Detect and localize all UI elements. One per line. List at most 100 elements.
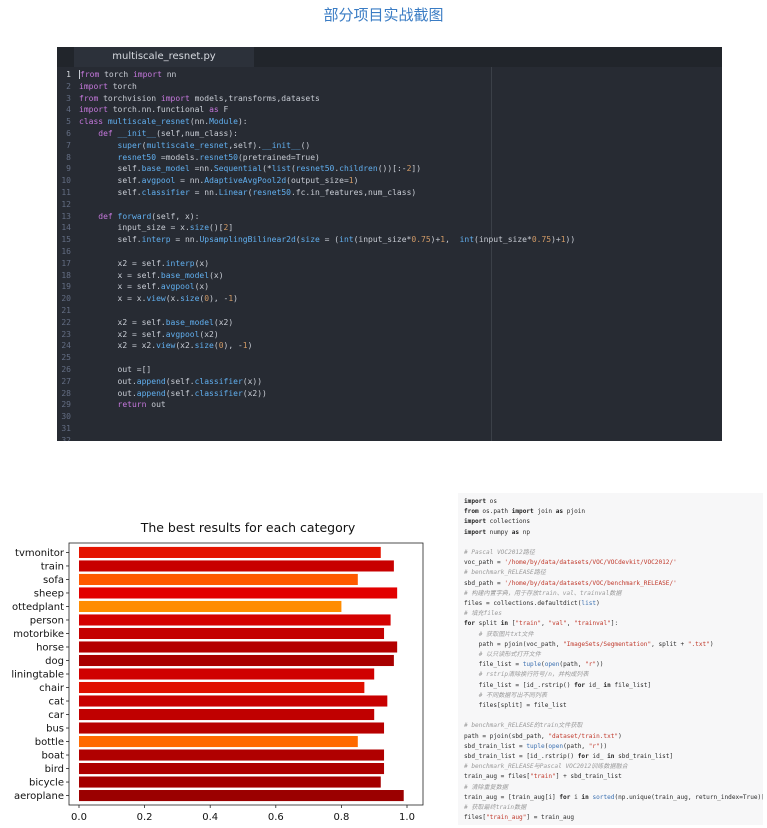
y-tick-label: train	[41, 561, 64, 572]
code-text: x2 = self.base_model(x2)	[79, 317, 234, 327]
bar-chart: The best results for each category aerop…	[0, 510, 445, 828]
line-number: 10	[61, 176, 71, 186]
bar-horse	[79, 641, 398, 653]
code-line: 27 out.append(self.classifier(x))	[57, 376, 722, 388]
card-code-line: file_list = tuple(open(path, "r"))	[464, 661, 604, 669]
code-line: 16	[57, 246, 722, 258]
bar-bus	[79, 722, 385, 734]
bar-sheep	[79, 587, 398, 599]
code-line: 12	[57, 199, 722, 211]
code-line: 21	[57, 305, 722, 317]
card-code-line: # 以只读形式打开文件	[478, 651, 541, 658]
bar-chair	[79, 681, 365, 694]
code-text: input_size = x.size()[2]	[79, 223, 234, 233]
python-code-card: import os from os.path import join as pjo…	[458, 493, 763, 825]
code-line: 26 out =[]	[57, 364, 722, 376]
bar-diningtable	[79, 668, 375, 680]
code-line: 6 def __init__(self,num_class):	[57, 128, 722, 140]
code-text: x2 = x2.view(x2.size(0), -1)	[79, 341, 253, 351]
code-text: x = x.view(x.size(0), -1)	[79, 294, 238, 304]
card-code-line: # benchmark_RELEASE的train文件获取	[464, 722, 583, 730]
code-line: 23 x2 = self.avgpool(x2)	[57, 329, 722, 341]
card-code-line: # 获取图片txt文件	[478, 630, 534, 638]
code-line: 20 x = x.view(x.size(0), -1)	[57, 293, 722, 305]
line-number: 1	[66, 70, 71, 79]
line-number: 6	[66, 129, 71, 138]
card-code-line: # 清除重复数据	[464, 783, 508, 791]
y-tick-label: cat	[48, 697, 64, 708]
code-text: self.interp = nn.UpsamplingBilinear2d(si…	[79, 235, 576, 245]
line-number: 16	[61, 247, 71, 256]
code-line: 5 class multiscale_resnet(nn.Module):	[57, 116, 722, 128]
code-line: 17 x2 = self.interp(x)	[57, 258, 722, 270]
y-tick-label: horse	[36, 642, 64, 653]
card-code-line: sbd_train_list = tuple(open(path, "r"))	[464, 742, 608, 750]
code-text: self.avgpool = nn.AdaptiveAvgPool2d(outp…	[79, 176, 359, 186]
bar-dog	[79, 654, 394, 667]
line-number: 18	[61, 270, 71, 280]
bar-sofa	[79, 573, 358, 586]
line-number: 27	[61, 376, 71, 386]
y-tick-label: liningtable	[11, 670, 64, 681]
line-number: 3	[66, 93, 71, 103]
y-tick-label: bird	[45, 764, 64, 775]
code-text: def forward(self, x):	[98, 211, 200, 221]
x-tick-label: 0.4	[202, 812, 218, 823]
y-tick-label: person	[30, 615, 64, 626]
bar-bottle	[79, 735, 358, 748]
bar-bird	[79, 762, 385, 775]
code-text: out.append(self.classifier(x2))	[79, 388, 267, 398]
code-text: class multiscale_resnet(nn.Module):	[79, 117, 248, 127]
line-number: 28	[61, 388, 71, 398]
x-tick-labels: 0.0 0.2 0.4 0.6 0.8 1.0	[71, 805, 415, 823]
line-number: 8	[66, 152, 71, 162]
code-line: 2 import torch	[57, 81, 722, 93]
code-line: 32	[57, 435, 722, 441]
card-code-line: # 构建内置字典，用于存放train、val、trainval数据	[464, 589, 622, 597]
code-line: 15 self.interp = nn.UpsamplingBilinear2d…	[57, 234, 722, 246]
line-number: 20	[61, 294, 71, 304]
code-line: 28 out.append(self.classifier(x2))	[57, 388, 722, 400]
card-code-line: # rstrip清除换行符号/n，并构成列表	[478, 671, 589, 679]
code-line: 10 self.avgpool = nn.AdaptiveAvgPool2d(o…	[57, 175, 722, 187]
code-text: import torch	[79, 81, 137, 91]
editor-code-area[interactable]: 1 from torch import nn 2 import torch 3 from …	[57, 69, 722, 441]
line-number: 17	[61, 258, 71, 268]
text-cursor	[79, 70, 80, 79]
code-text: self.base_model =nn.Sequential(*list(res…	[79, 164, 422, 174]
card-code-line: train_aug = [train_aug[i] for i in sorte…	[464, 793, 763, 801]
card-code-line: # 获取最终train数据	[464, 804, 527, 811]
code-line: 25	[57, 352, 722, 364]
card-code-line: files["train_aug"] = train_aug	[464, 814, 575, 822]
y-tick-label: bicycle	[29, 778, 64, 789]
bar-pottedplant	[79, 600, 342, 613]
card-code-line: files[split] = file_list	[464, 702, 567, 709]
bar-boat	[79, 749, 385, 761]
card-code-line: # benchmark_RELEASE与Pascal VOC2012训练数据融合	[464, 763, 628, 771]
line-number: 21	[61, 306, 71, 315]
code-text: self.classifier = nn.Linear(resnet50.fc.…	[79, 188, 417, 197]
code-line: 30	[57, 411, 722, 423]
line-number: 5	[66, 117, 71, 127]
line-number: 14	[61, 223, 71, 233]
card-code-line: files = collections.defaultdict(list)	[464, 600, 600, 607]
card-code-line: path = pjoin(sbd_path, "dataset/train.tx…	[464, 732, 622, 740]
code-line: 18 x = self.base_model(x)	[57, 270, 722, 282]
code-line: 22 x2 = self.base_model(x2)	[57, 317, 722, 329]
code-text: import torch.nn.functional as F	[79, 105, 229, 115]
card-code-line: train_aug = files["train"] + sbd_train_l…	[464, 773, 622, 781]
y-tick-labels: aeroplane bicycle bird boat bottle bus car cat c…	[11, 548, 69, 802]
line-number: 25	[61, 353, 71, 363]
code-editor-screenshot: multiscale_resnet.py 1 from torch import …	[57, 47, 722, 441]
line-number: 7	[66, 140, 71, 150]
editor-tab[interactable]: multiscale_resnet.py	[74, 47, 254, 67]
line-number: 30	[61, 412, 71, 422]
wrap-guide	[491, 67, 492, 441]
editor-tab-bar: multiscale_resnet.py	[57, 47, 722, 67]
bar-person	[79, 614, 391, 626]
bars-group	[79, 546, 404, 802]
code-line: 8 resnet50 =models.resnet50(pretrained=T…	[57, 152, 722, 164]
page-title: 部分项目实战截图	[323, 6, 444, 24]
line-number: 4	[66, 105, 71, 115]
code-text: super(multiscale_resnet,self).__init__()	[117, 140, 311, 150]
